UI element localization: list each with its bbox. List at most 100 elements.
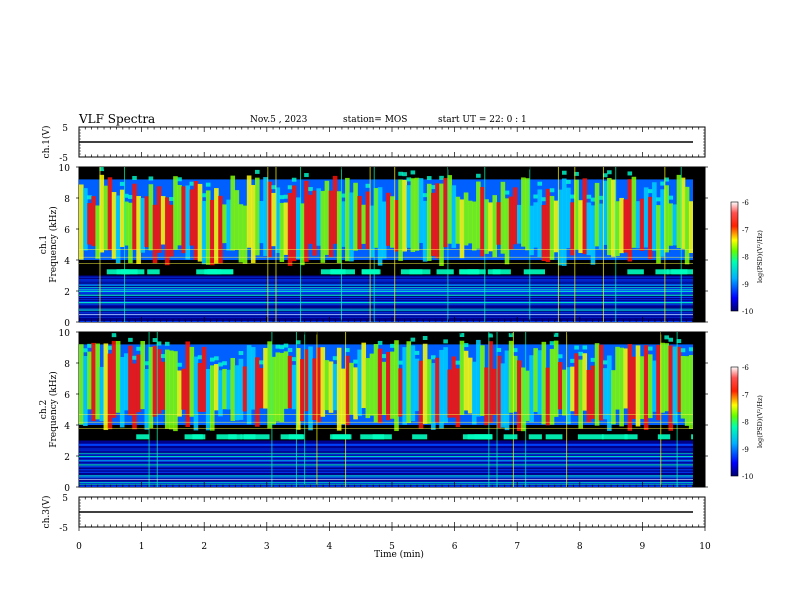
station-line xyxy=(79,444,693,446)
freq-tick-label: 2 xyxy=(64,288,70,298)
emission-fringe xyxy=(99,167,105,172)
emission-column xyxy=(279,202,285,262)
emission-column xyxy=(300,203,305,266)
emission-fringe xyxy=(353,359,358,364)
x-tick-label: 3 xyxy=(264,542,270,552)
emission-column xyxy=(676,174,682,249)
emission-fringe xyxy=(279,195,285,200)
station-line xyxy=(79,459,693,461)
emission-column xyxy=(259,200,264,244)
emission-column xyxy=(107,353,113,430)
emission-column xyxy=(647,196,653,260)
emission-fringe xyxy=(283,194,289,199)
station-line xyxy=(79,450,693,452)
freq-axis-label: ch.2Frequency (kHz) xyxy=(39,371,59,448)
emission-column xyxy=(455,368,461,428)
emission-column xyxy=(586,202,592,256)
colorbar-tick-label: -6 xyxy=(742,199,749,207)
emission-fringe xyxy=(156,341,162,346)
sferic-line xyxy=(271,332,273,487)
emission-column xyxy=(443,177,448,248)
emission-column xyxy=(418,178,424,243)
ch1-ylabel: ch.1(V) xyxy=(41,126,52,159)
colorbar-tick-label: -9 xyxy=(742,281,749,289)
emission-column xyxy=(312,358,317,420)
emission-fringe xyxy=(398,360,403,365)
sferic-line xyxy=(394,167,396,322)
emission-fringe xyxy=(602,173,608,178)
x-tick-label: 9 xyxy=(640,542,646,552)
emission-column xyxy=(222,368,227,410)
ch2-colorbar xyxy=(730,366,739,477)
emission-column xyxy=(627,179,633,262)
freq-tick-label: 8 xyxy=(64,360,70,370)
freq-tick-label: 6 xyxy=(64,226,70,236)
emission-column xyxy=(238,358,244,420)
emission-column xyxy=(680,355,686,419)
emission-column xyxy=(238,204,244,263)
emission-column xyxy=(222,204,227,244)
x-axis-label: Time (min) xyxy=(374,549,424,560)
station-line xyxy=(79,316,693,318)
sferic-line xyxy=(156,332,158,487)
emission-column xyxy=(316,347,322,423)
emission-column xyxy=(349,362,354,415)
station-line xyxy=(79,289,693,291)
emission-fringe xyxy=(201,193,207,198)
station-line xyxy=(79,291,693,293)
emission-column xyxy=(553,200,559,253)
station-line xyxy=(79,443,693,445)
emission-column xyxy=(611,179,616,257)
emission-fringe xyxy=(271,185,276,190)
x-tick-label: 8 xyxy=(577,542,583,552)
emission-column xyxy=(197,362,203,412)
emission-fringe xyxy=(549,188,555,193)
emission-fringe xyxy=(476,173,481,178)
emission-column xyxy=(381,361,387,416)
emission-column xyxy=(173,351,178,432)
emission-fringe xyxy=(87,195,92,200)
station-line xyxy=(79,289,693,291)
emission-column xyxy=(193,180,199,260)
emission-column xyxy=(189,346,195,417)
emission-column xyxy=(148,346,154,429)
x-tick-label: 7 xyxy=(514,542,520,552)
station-line xyxy=(79,457,693,459)
emission-column xyxy=(598,203,604,250)
emission-column xyxy=(263,347,268,409)
emission-fringe xyxy=(496,347,502,352)
emission-column xyxy=(484,367,489,426)
band-line xyxy=(79,256,693,258)
emission-column xyxy=(242,366,248,412)
emission-column xyxy=(390,196,395,248)
freq-tick-label: 4 xyxy=(64,257,70,267)
emission-column xyxy=(316,188,322,246)
emission-fringe xyxy=(590,357,596,362)
station-line xyxy=(79,286,693,288)
station-line xyxy=(79,310,693,312)
chorus-blob xyxy=(243,434,270,440)
band-line xyxy=(79,263,693,264)
emission-column xyxy=(144,368,150,430)
emission-column xyxy=(99,174,105,253)
emission-column xyxy=(410,178,416,252)
emission-column xyxy=(390,351,395,419)
emission-column xyxy=(295,197,301,259)
chorus-blob xyxy=(412,434,428,440)
sferic-line xyxy=(602,167,604,322)
emission-fringe xyxy=(668,337,674,342)
emission-fringe xyxy=(431,355,436,360)
emission-column xyxy=(525,370,530,422)
emission-column xyxy=(283,202,289,255)
emission-column xyxy=(463,350,469,411)
emission-column xyxy=(578,359,583,429)
emission-column xyxy=(545,188,551,263)
chorus-blob xyxy=(601,434,628,440)
emission-column xyxy=(459,340,465,416)
station-line xyxy=(79,294,693,296)
emission-column xyxy=(377,348,383,424)
emission-column xyxy=(394,200,399,252)
emission-column xyxy=(332,363,338,411)
station-label: station= MOS xyxy=(343,115,408,125)
emission-column xyxy=(169,350,174,430)
